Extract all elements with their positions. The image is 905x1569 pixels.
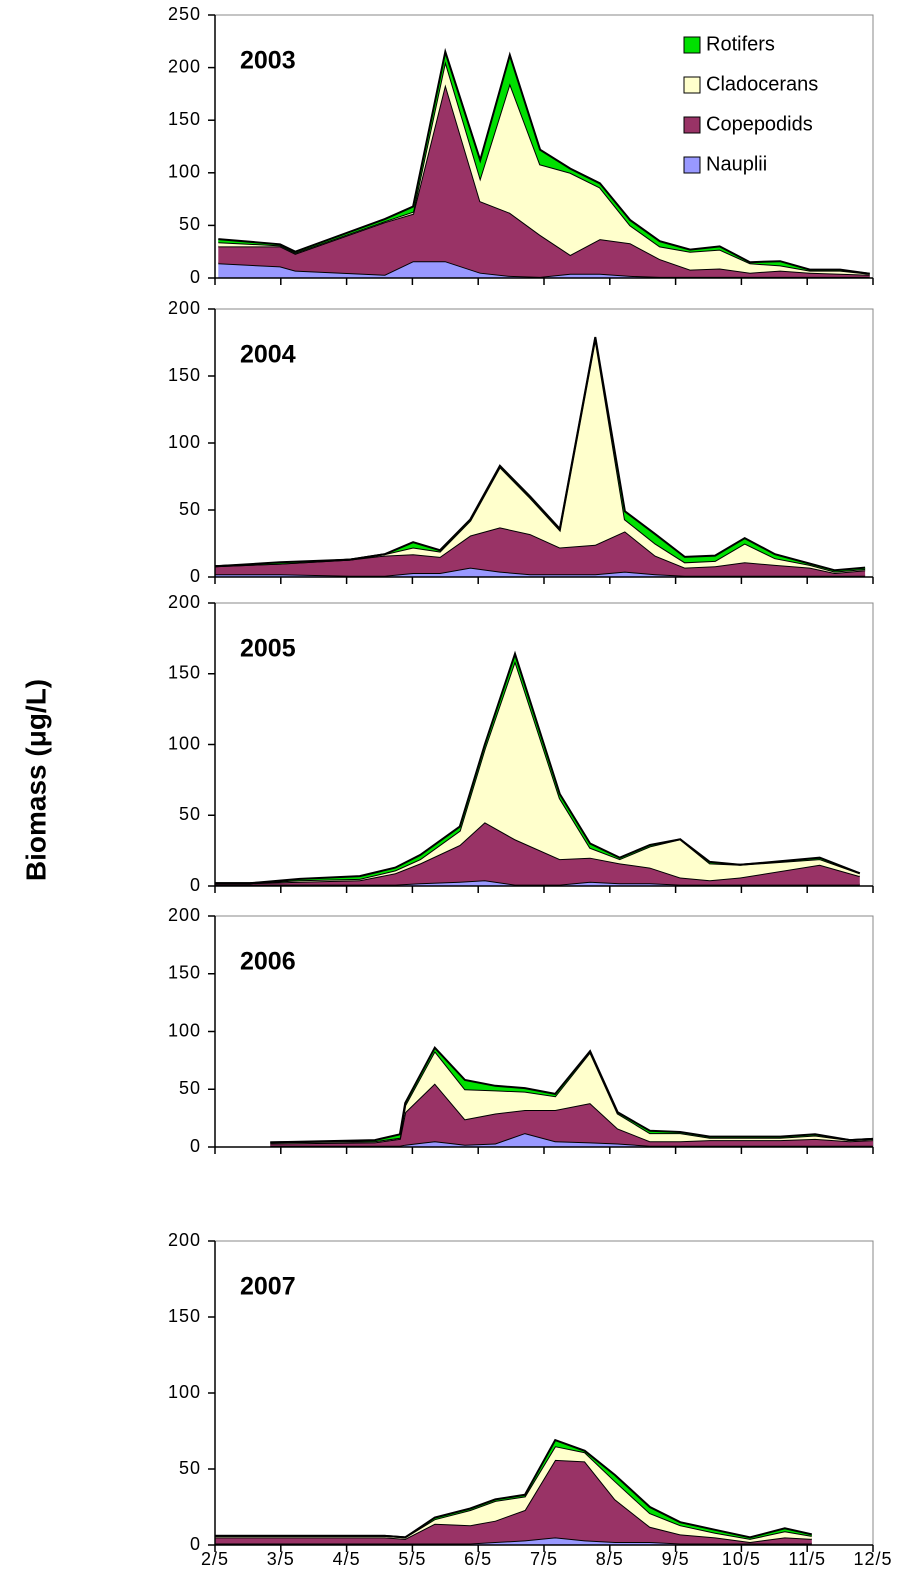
x-tick-label: 3/5 (267, 1549, 295, 1569)
y-tick-label: 50 (179, 1458, 201, 1478)
y-tick-label: 50 (179, 499, 201, 519)
x-tick-label: 5/5 (398, 1549, 426, 1569)
y-tick-label: 100 (168, 432, 201, 452)
y-tick-label: 200 (168, 56, 201, 76)
x-tick-label: 9/5 (662, 1549, 690, 1569)
area-edge (218, 47, 870, 275)
x-tick-label: 12/5 (853, 1549, 892, 1569)
y-tick-label: 150 (168, 109, 201, 129)
area (215, 527, 866, 576)
y-tick-label: 0 (190, 1136, 201, 1156)
y-tick-label: 200 (168, 905, 201, 925)
area-edge (215, 1438, 813, 1539)
y-tick-label: 0 (190, 267, 201, 287)
y-tick-label: 250 (168, 4, 201, 24)
legend-swatch (683, 156, 701, 174)
area (218, 61, 870, 275)
legend-label: Copepodids (706, 113, 813, 135)
area-edge (270, 1045, 874, 1144)
area (218, 51, 870, 274)
y-tick-label: 0 (190, 1534, 201, 1554)
panel-title: 2003 (240, 47, 296, 75)
y-tick-label: 200 (168, 1230, 201, 1250)
area (218, 84, 870, 277)
y-tick-label: 100 (168, 162, 201, 182)
x-tick-label: 11/5 (788, 1549, 826, 1569)
panel-title: 2006 (240, 948, 296, 976)
area (218, 261, 870, 278)
legend-label: Cladocerans (706, 73, 818, 95)
area (215, 1459, 812, 1544)
y-tick-label: 150 (168, 963, 201, 983)
y-tick-label: 100 (168, 733, 201, 753)
area-edge (215, 650, 861, 885)
area (270, 1051, 873, 1144)
y-tick-label: 200 (168, 298, 201, 318)
x-tick-label: 8/5 (596, 1549, 624, 1569)
y-tick-label: 0 (190, 875, 201, 895)
legend-label: Rotifers (706, 33, 775, 55)
panel-title: 2004 (240, 341, 296, 369)
y-tick-label: 100 (168, 1382, 201, 1402)
area (270, 1083, 873, 1146)
area (215, 338, 866, 573)
y-tick-label: 100 (168, 1020, 201, 1040)
x-tick-label: 7/5 (530, 1549, 558, 1569)
y-tick-label: 50 (179, 804, 201, 824)
area (215, 822, 860, 885)
legend-swatch (683, 36, 701, 54)
y-tick-label: 150 (168, 663, 201, 683)
legend-label: Nauplii (706, 153, 767, 175)
panel-title: 2005 (240, 635, 296, 663)
y-tick-label: 0 (190, 566, 201, 586)
panel-title: 2007 (240, 1273, 296, 1301)
x-tick-label: 2/5 (201, 1549, 229, 1569)
y-tick-label: 150 (168, 365, 201, 385)
area-edge (214, 336, 866, 572)
x-tick-label: 4/5 (333, 1549, 361, 1569)
y-tick-label: 50 (179, 1078, 201, 1098)
y-tick-label: 150 (168, 1306, 201, 1326)
x-tick-label: 6/5 (464, 1549, 492, 1569)
legend-swatch (683, 116, 701, 134)
y-axis-label: Biomass (μg/L) (20, 679, 51, 881)
legend-swatch (683, 76, 701, 94)
x-tick-label: 10/5 (722, 1549, 761, 1569)
y-tick-label: 200 (168, 592, 201, 612)
y-tick-label: 50 (179, 214, 201, 234)
area (215, 661, 860, 884)
